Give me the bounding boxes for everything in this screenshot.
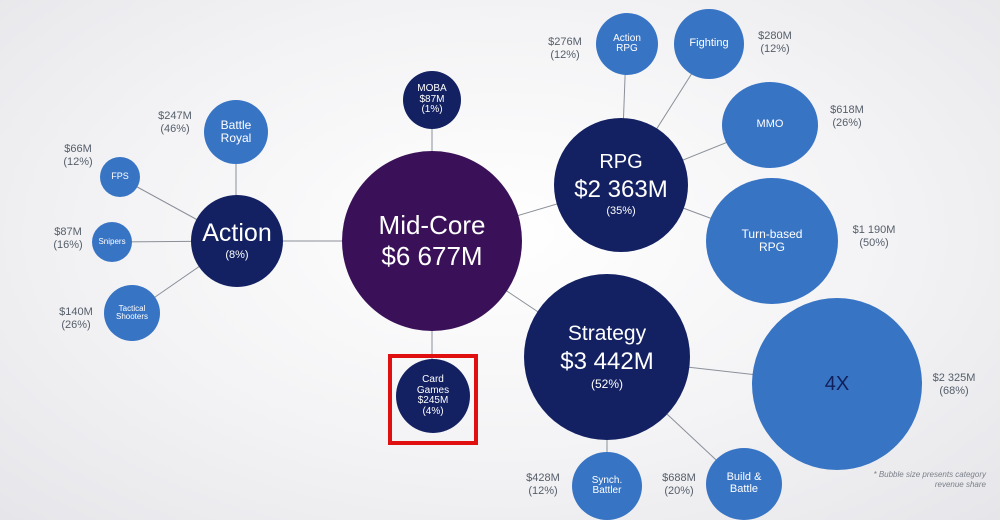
- synch-battler-value: $428M: [526, 472, 560, 484]
- synch-battler-line2: Battler: [592, 485, 622, 496]
- build-battle-line1: Build &: [726, 471, 762, 484]
- bubble-fps: FPS: [100, 157, 140, 197]
- bubble-tactical-shooters: Tactical Shooters: [104, 285, 160, 341]
- fps-value: $66M: [64, 143, 92, 155]
- turn-based-rpg-stats: $1 190M (50%): [844, 224, 904, 250]
- battle-royal-share: (46%): [160, 123, 190, 136]
- synch-battler-stats: $428M (12%): [518, 472, 568, 498]
- mmo-stats: $618M (26%): [822, 104, 872, 130]
- synch-battler-share: (12%): [528, 485, 558, 498]
- moba-value: $87M: [419, 93, 445, 105]
- battle-royal-line1: Battle: [220, 118, 252, 133]
- bubble-build-battle: Build & Battle: [706, 448, 782, 520]
- strategy-label: Strategy: [567, 322, 647, 346]
- bubble-rpg: RPG $2 363M (35%): [554, 118, 688, 252]
- action-share: (8%): [225, 249, 249, 262]
- fps-share: (12%): [63, 156, 93, 169]
- bubble-mid-core: Mid-Core $6 677M: [342, 151, 522, 331]
- turn-based-rpg-line1: Turn-based: [741, 227, 803, 242]
- action-rpg-line2: RPG: [616, 43, 638, 54]
- tactical-shooters-stats: $140M (26%): [52, 306, 100, 332]
- bubble-strategy: Strategy $3 442M (52%): [524, 274, 690, 440]
- moba-label: MOBA: [417, 83, 447, 95]
- four-x-share: (68%): [939, 385, 969, 398]
- synch-battler-line1: Synch.: [591, 474, 623, 486]
- card-games-value: $245M: [417, 395, 449, 406]
- bubble-action-rpg: Action RPG: [596, 13, 658, 75]
- snipers-value: $87M: [54, 226, 82, 238]
- bubble-battle-royal: Battle Royal: [204, 100, 268, 164]
- strategy-value: $3 442M: [560, 348, 654, 376]
- fighting-value: $280M: [758, 30, 792, 42]
- mid-core-value: $6 677M: [381, 241, 483, 271]
- bubble-4x: 4X: [752, 298, 922, 470]
- battle-royal-line2: Royal: [220, 131, 252, 145]
- mmo-share: (26%): [832, 117, 862, 130]
- mid-core-label: Mid-Core: [378, 209, 486, 240]
- rpg-value: $2 363M: [574, 176, 668, 204]
- rpg-label: RPG: [599, 151, 643, 174]
- tactical-shooters-line1: Tactical: [118, 303, 146, 313]
- bubble-snipers: Snipers: [92, 222, 132, 262]
- bubble-mmo: MMO: [722, 82, 818, 168]
- fighting-share: (12%): [760, 43, 790, 56]
- bubble-card-games: Card Games $245M (4%): [396, 359, 470, 433]
- bubble-synch-battler: Synch. Battler: [572, 452, 642, 520]
- tactical-shooters-line2: Shooters: [115, 312, 149, 321]
- strategy-share: (52%): [590, 377, 623, 392]
- build-battle-value: $688M: [662, 472, 696, 484]
- footnote-line1: * Bubble size presents category: [873, 470, 986, 479]
- rpg-share: (35%): [606, 205, 636, 218]
- four-x-stats: $2 325M (68%): [926, 372, 982, 398]
- build-battle-line2: Battle: [729, 483, 759, 495]
- four-x-value: $2 325M: [932, 372, 976, 384]
- mmo-value: $618M: [830, 104, 864, 116]
- snipers-label: Snipers: [98, 236, 126, 246]
- four-x-label: 4X: [824, 372, 850, 395]
- bubble-action: Action (8%): [191, 195, 283, 287]
- turn-based-rpg-value: $1 190M: [852, 224, 896, 236]
- build-battle-share: (20%): [664, 485, 694, 498]
- action-rpg-stats: $276M (12%): [540, 36, 590, 62]
- build-battle-stats: $688M (20%): [654, 472, 704, 498]
- bubble-turn-based-rpg: Turn-based RPG: [706, 178, 838, 304]
- snipers-share: (16%): [53, 239, 83, 252]
- moba-share: (1%): [421, 104, 443, 116]
- action-rpg-line1: Action: [613, 32, 641, 44]
- card-games-line1: Card: [422, 374, 444, 385]
- turn-based-rpg-share: (50%): [859, 237, 889, 250]
- bubble-fighting: Fighting: [674, 9, 744, 79]
- footnote-line2: revenue share: [934, 480, 986, 490]
- battle-royal-value: $247M: [158, 110, 192, 122]
- card-games-line2: Games: [416, 384, 450, 396]
- action-label: Action: [202, 219, 272, 248]
- tactical-shooters-value: $140M: [59, 306, 93, 318]
- mmo-label: MMO: [756, 118, 784, 131]
- snipers-stats: $87M (16%): [46, 226, 90, 252]
- action-rpg-share: (12%): [550, 49, 580, 62]
- fps-label: FPS: [111, 171, 129, 182]
- fighting-label: Fighting: [689, 37, 729, 50]
- action-rpg-value: $276M: [548, 36, 582, 48]
- turn-based-rpg-line2: RPG: [758, 240, 785, 254]
- fps-stats: $66M (12%): [56, 143, 100, 169]
- tactical-shooters-share: (26%): [61, 319, 91, 332]
- bubble-moba: MOBA $87M (1%): [403, 71, 461, 129]
- card-games-share: (4%): [422, 405, 444, 417]
- fighting-stats: $280M (12%): [750, 30, 800, 56]
- footnote: * Bubble size presents category revenue …: [846, 470, 986, 491]
- card-games-highlight-box: [388, 354, 478, 445]
- battle-royal-stats: $247M (46%): [150, 110, 200, 136]
